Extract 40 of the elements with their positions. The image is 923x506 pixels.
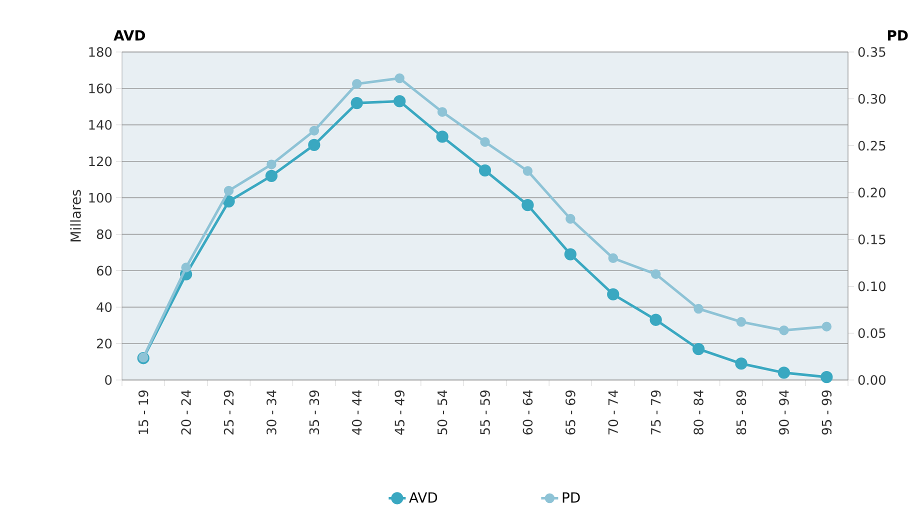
y-tick-label: 80 [96,229,112,240]
y2-tick-label: 0.20 [858,188,886,198]
x-tick-label: 45 - 49 [394,390,404,435]
x-tick-label: 25 - 29 [224,390,234,434]
x-tick-label: 70 - 74 [608,390,618,434]
x-tick-label: 85 - 89 [736,390,746,435]
x-tick-label: 55 - 59 [480,390,490,434]
y-tick-label: 100 [89,192,112,203]
x-tick-label: 65 - 69 [566,390,576,434]
y-tick-label: 180 [89,47,112,57]
x-tick-label: 75 - 79 [650,390,661,434]
y2-tick-label: 0.15 [858,234,886,244]
y-tick-label: 160 [89,84,112,94]
x-tick-label: 60 - 64 [522,390,533,434]
legend-label: AVD [409,492,438,503]
y-tick-label: 20 [96,338,112,348]
y-tick-label: 0 [105,375,112,385]
x-tick-label: 35 - 39 [309,390,320,434]
text: AVD [114,30,146,40]
y-tick-label: 40 [96,302,112,312]
y-axis-title: Millares [70,190,81,242]
y-tick-label: 60 [96,266,112,276]
y2-tick-label: 0.05 [858,328,886,338]
y2-axis-title: PD [888,30,908,40]
y2-tick-label: 0.00 [858,375,886,385]
x-tick-label: 95 - 99 [822,390,832,435]
x-tick-label: 20 - 24 [181,390,191,434]
x-tick-label: 50 - 54 [437,390,448,434]
legend-label: PD [562,492,580,503]
x-tick-label: 40 - 44 [352,390,362,435]
y2-tick-label: 0.25 [858,140,886,151]
y2-tick-label: 0.35 [858,47,886,57]
x-tick-label: 80 - 84 [694,390,704,435]
x-tick-label: 15 - 19 [138,390,148,434]
y2-tick-label: 0.10 [858,281,886,292]
x-tick-label: 90 - 94 [779,390,789,435]
x-tick-label: 30 - 34 [266,390,276,434]
y-tick-label: 140 [89,120,112,130]
y-tick-label: 120 [89,156,112,166]
y2-tick-label: 0.30 [858,94,886,104]
